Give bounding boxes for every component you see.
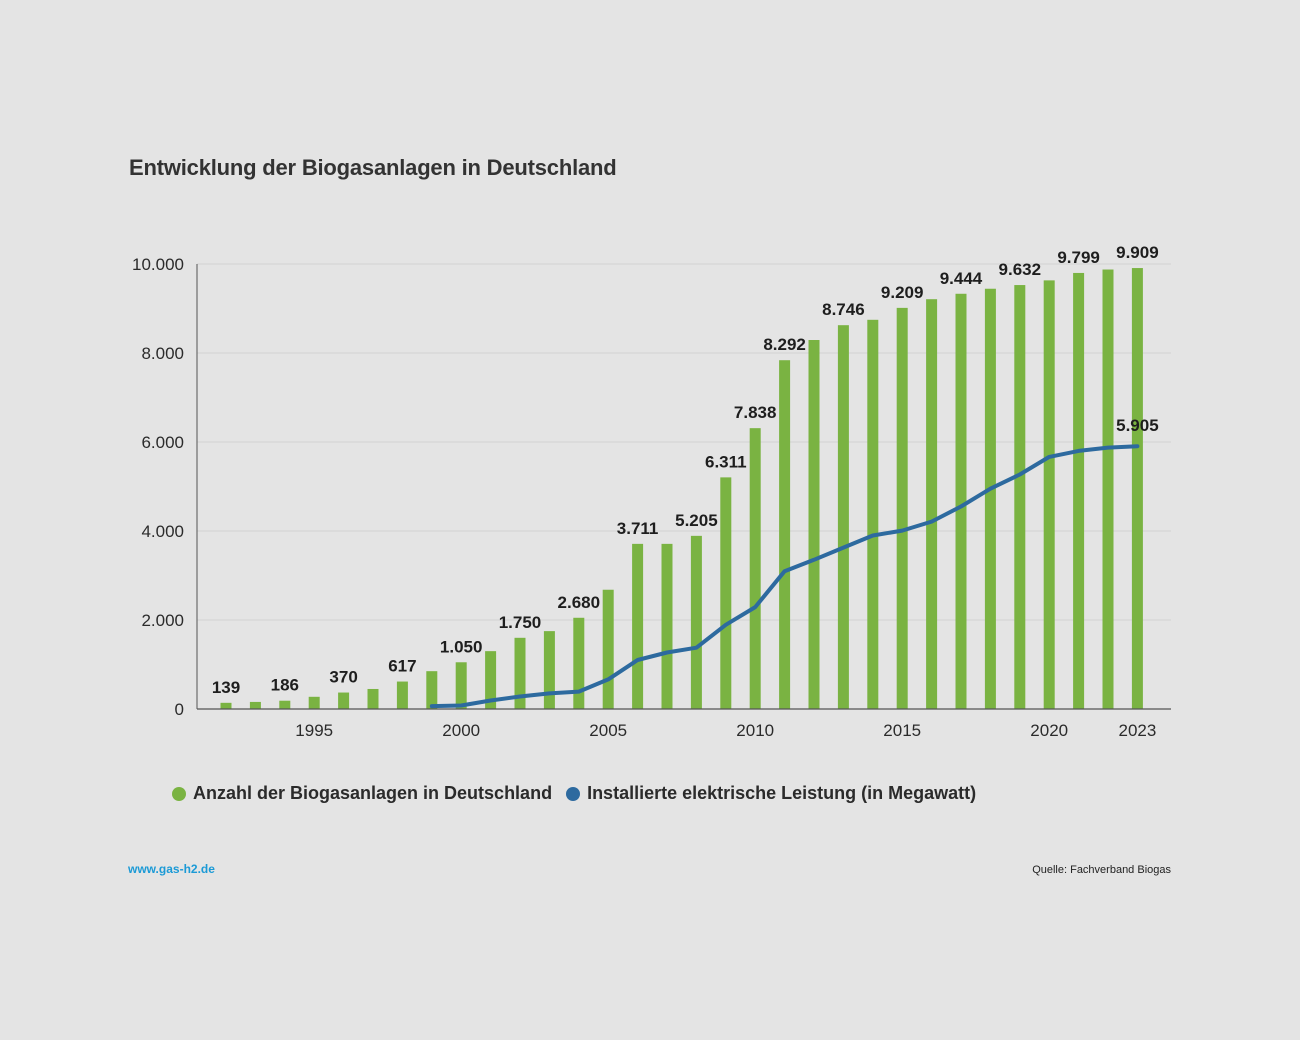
- bar-data-label: 139: [212, 678, 240, 697]
- bar: [926, 299, 938, 709]
- y-tick-label: 6.000: [141, 433, 184, 452]
- bar-data-label: 7.838: [734, 403, 777, 422]
- bar: [1131, 268, 1143, 709]
- bar: [1073, 272, 1085, 709]
- bar: [573, 617, 585, 709]
- bar: [367, 688, 379, 709]
- bar-data-label: 3.711: [617, 519, 659, 538]
- bar-data-label: 1.050: [440, 637, 483, 656]
- bar: [720, 477, 732, 709]
- x-tick-label: 2010: [736, 721, 774, 740]
- bar: [661, 543, 673, 709]
- legend-dot-blue: [566, 786, 581, 801]
- bar-data-label: 9.799: [1057, 248, 1100, 267]
- bar: [426, 671, 438, 709]
- bar-data-label: 8.746: [822, 300, 865, 319]
- bar: [279, 700, 291, 709]
- legend-label-bars: Anzahl der Biogasanlagen in Deutschland: [193, 783, 553, 803]
- x-tick-label: 1995: [295, 721, 333, 740]
- bar: [455, 662, 467, 709]
- bar-data-label: 9.444: [940, 269, 983, 288]
- bar: [514, 637, 526, 709]
- source-note: Quelle: Fachverband Biogas: [1032, 864, 1171, 876]
- y-tick-label: 2.000: [141, 611, 184, 630]
- legend-item-bars: Anzahl der Biogasanlagen in Deutschland: [172, 783, 552, 804]
- legend: Anzahl der Biogasanlagen in Deutschland …: [172, 783, 990, 804]
- bar-data-label: 9.909: [1116, 243, 1159, 262]
- bar: [632, 543, 644, 709]
- x-tick-label: 2000: [442, 721, 480, 740]
- website-link[interactable]: www.gas-h2.de: [128, 862, 215, 876]
- bar: [249, 701, 261, 709]
- legend-dot-green: [172, 786, 186, 801]
- bar: [837, 325, 849, 709]
- bar-data-label: 2.680: [558, 593, 601, 612]
- legend-item-line: Installierte elektrische Leistung (in Me…: [566, 783, 976, 804]
- bar: [690, 535, 702, 709]
- series-line: [429, 444, 1140, 709]
- bar: [220, 702, 232, 709]
- bar: [602, 589, 614, 709]
- bar: [779, 360, 791, 709]
- bar-data-label: 6.311: [705, 452, 747, 471]
- bar: [543, 631, 555, 709]
- bar: [808, 340, 820, 709]
- bar-data-label: 9.209: [881, 283, 924, 302]
- legend-label-line: Installierte elektrische Leistung (in Me…: [587, 783, 977, 803]
- bar-data-label: 9.632: [999, 260, 1042, 279]
- line-data-label: 5.905: [1116, 416, 1159, 435]
- x-tick-label: 2015: [883, 721, 921, 740]
- bar-data-label: 370: [329, 668, 357, 687]
- bar-data-label: 186: [271, 676, 299, 695]
- bar: [485, 651, 497, 709]
- bar: [896, 307, 908, 709]
- bar: [338, 692, 350, 709]
- y-tick-label: 8.000: [141, 344, 184, 363]
- bar: [984, 288, 996, 709]
- x-tick-label: 2023: [1118, 721, 1156, 740]
- bar-data-label: 8.292: [763, 335, 806, 354]
- bar: [1102, 269, 1114, 709]
- bar-data-label: 5.205: [675, 511, 718, 530]
- bar: [1014, 285, 1026, 709]
- bar: [308, 696, 320, 709]
- bar: [867, 319, 879, 709]
- y-tick-label: 4.000: [141, 522, 184, 541]
- y-tick-label: 10.000: [132, 255, 184, 274]
- chart-title: Entwicklung der Biogasanlagen in Deutsch…: [129, 155, 617, 180]
- bar-data-label: 1.750: [499, 613, 542, 632]
- bar-data-label: 617: [388, 657, 416, 676]
- x-tick-label: 2005: [589, 721, 627, 740]
- bar: [955, 293, 967, 709]
- bar: [749, 428, 761, 709]
- bar: [396, 681, 408, 709]
- x-tick-label: 2020: [1030, 721, 1068, 740]
- bar: [1043, 280, 1055, 709]
- y-tick-label: 0: [175, 700, 184, 719]
